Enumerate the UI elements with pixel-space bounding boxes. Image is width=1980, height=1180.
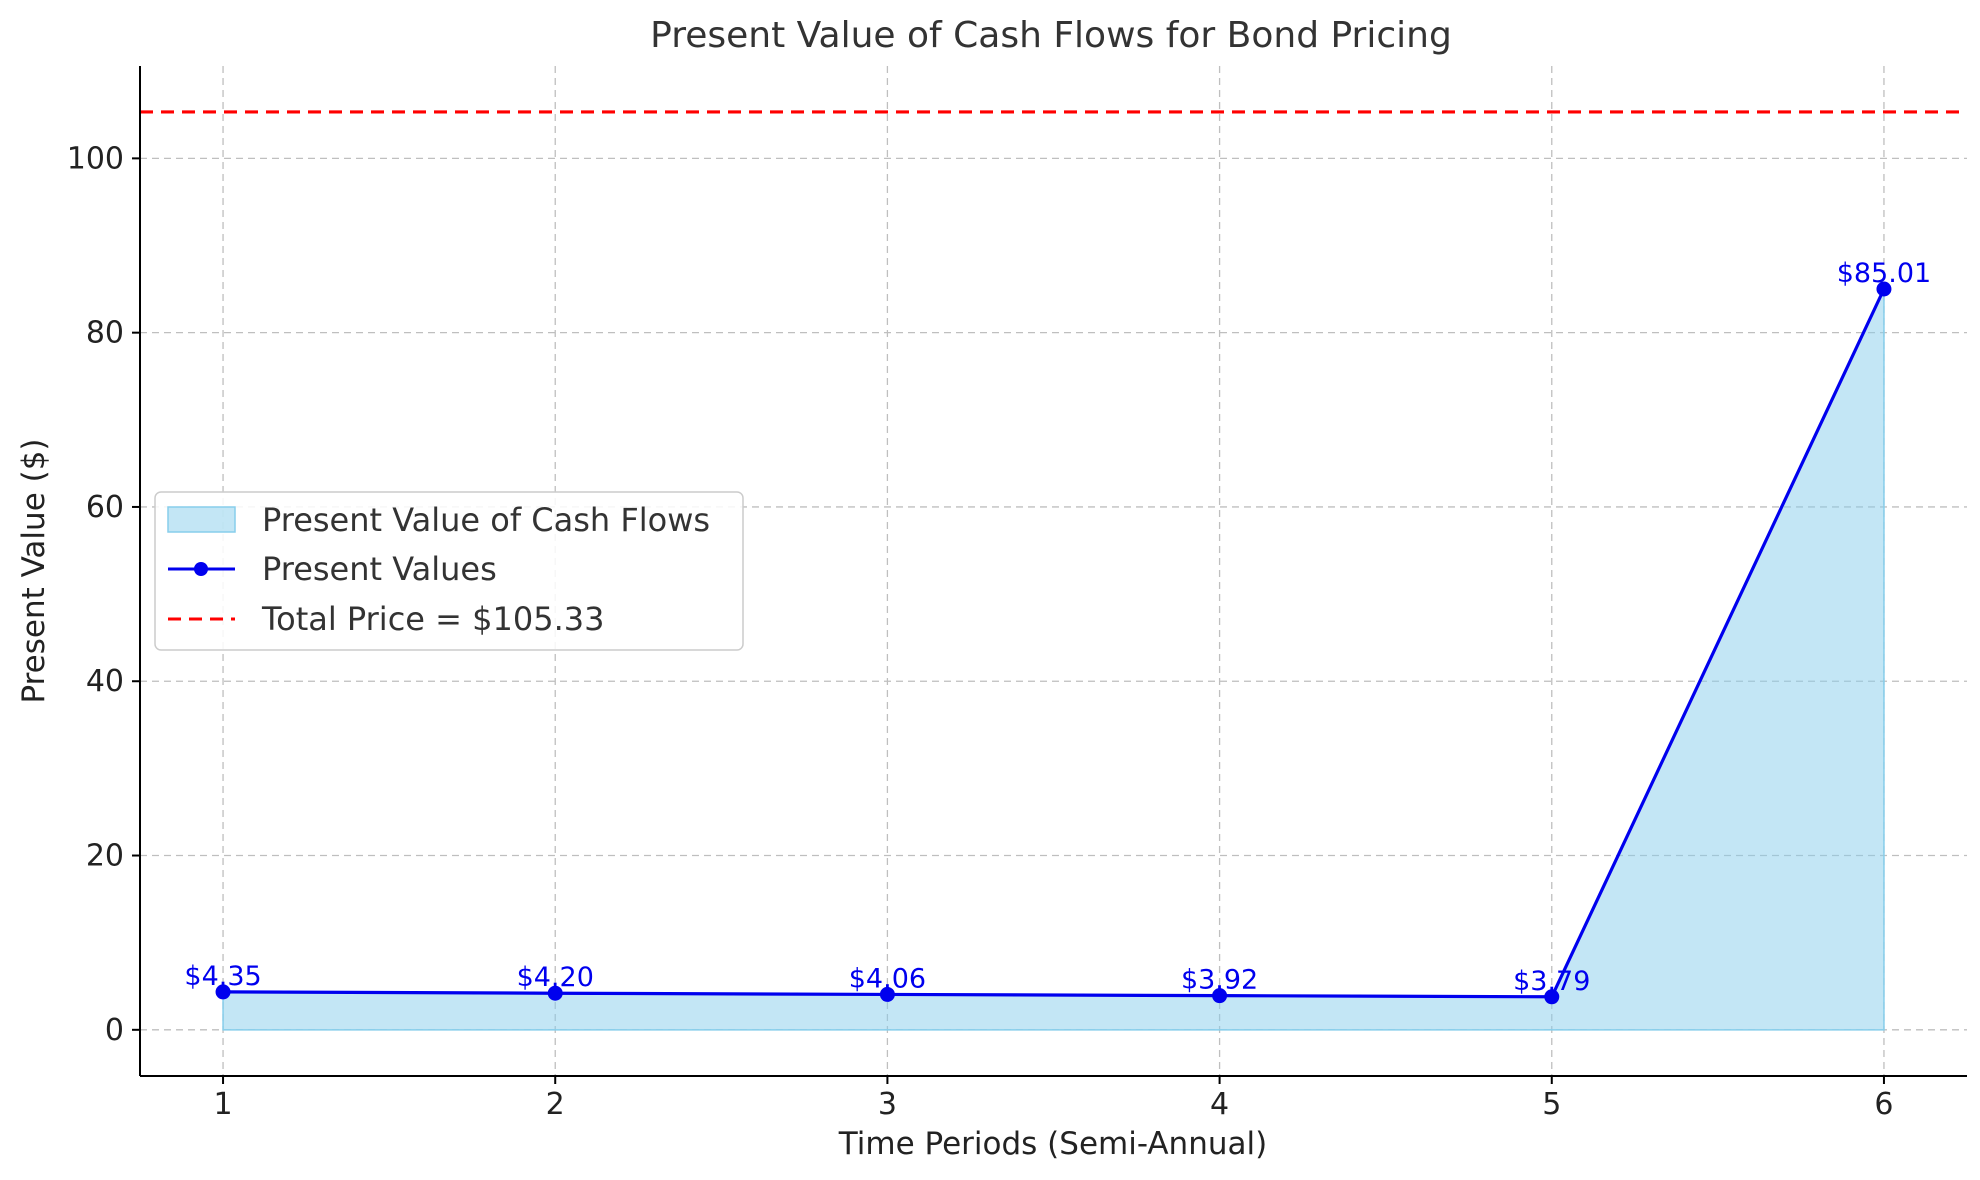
legend-marker-swatch <box>194 562 208 576</box>
points-layer <box>215 281 1892 1005</box>
data-labels-layer: $4.35 $4.20 $4.06 $3.92 $3.79 $85.01 <box>184 258 1931 997</box>
pv-data-label: $3.79 <box>1513 966 1590 997</box>
pv-data-label: $4.35 <box>184 961 261 992</box>
x-tick-label: 4 <box>1210 1087 1229 1122</box>
x-tick-label: 3 <box>878 1087 897 1122</box>
x-axis-ticks: 1 2 3 4 5 6 <box>213 1076 1894 1122</box>
pv-data-label: $3.92 <box>1181 965 1258 996</box>
y-axis-ticks: 0 20 40 60 80 100 <box>67 141 140 1048</box>
legend-label-line: Present Values <box>262 550 497 588</box>
x-tick-label: 6 <box>1874 1087 1893 1122</box>
pv-point <box>547 985 563 1001</box>
y-tick-label: 60 <box>86 490 124 525</box>
y-tick-label: 80 <box>86 316 124 351</box>
pv-point <box>1544 989 1560 1005</box>
pv-area <box>222 288 1885 1031</box>
legend: Present Value of Cash Flows Present Valu… <box>154 491 744 651</box>
pv-data-label: $4.20 <box>517 962 594 993</box>
legend-label-area: Present Value of Cash Flows <box>262 501 710 539</box>
y-tick-label: 0 <box>105 1013 124 1048</box>
x-tick-label: 1 <box>213 1087 232 1122</box>
pv-data-label: $4.06 <box>849 963 926 994</box>
pv-line <box>223 288 1886 999</box>
x-tick-label: 5 <box>1542 1087 1561 1122</box>
legend-box <box>154 491 744 651</box>
x-tick-label: 2 <box>546 1087 565 1122</box>
legend-area-swatch <box>167 506 236 533</box>
x-axis-label: Time Periods (Semi-Annual) <box>838 1126 1267 1162</box>
y-tick-label: 20 <box>86 839 124 874</box>
y-tick-label: 100 <box>67 141 124 176</box>
area-layer <box>222 288 1885 1031</box>
pv-point <box>215 984 231 1000</box>
pv-point <box>1212 988 1228 1004</box>
legend-label-total: Total Price = $105.33 <box>261 600 604 638</box>
y-axis-label: Present Value ($) <box>16 438 52 703</box>
line-layer <box>223 288 1886 999</box>
pv-data-label: $85.01 <box>1837 258 1931 289</box>
chart-title: Present Value of Cash Flows for Bond Pri… <box>650 15 1452 56</box>
y-tick-label: 40 <box>86 664 124 699</box>
pv-point <box>1876 281 1892 297</box>
pv-point <box>879 986 895 1002</box>
